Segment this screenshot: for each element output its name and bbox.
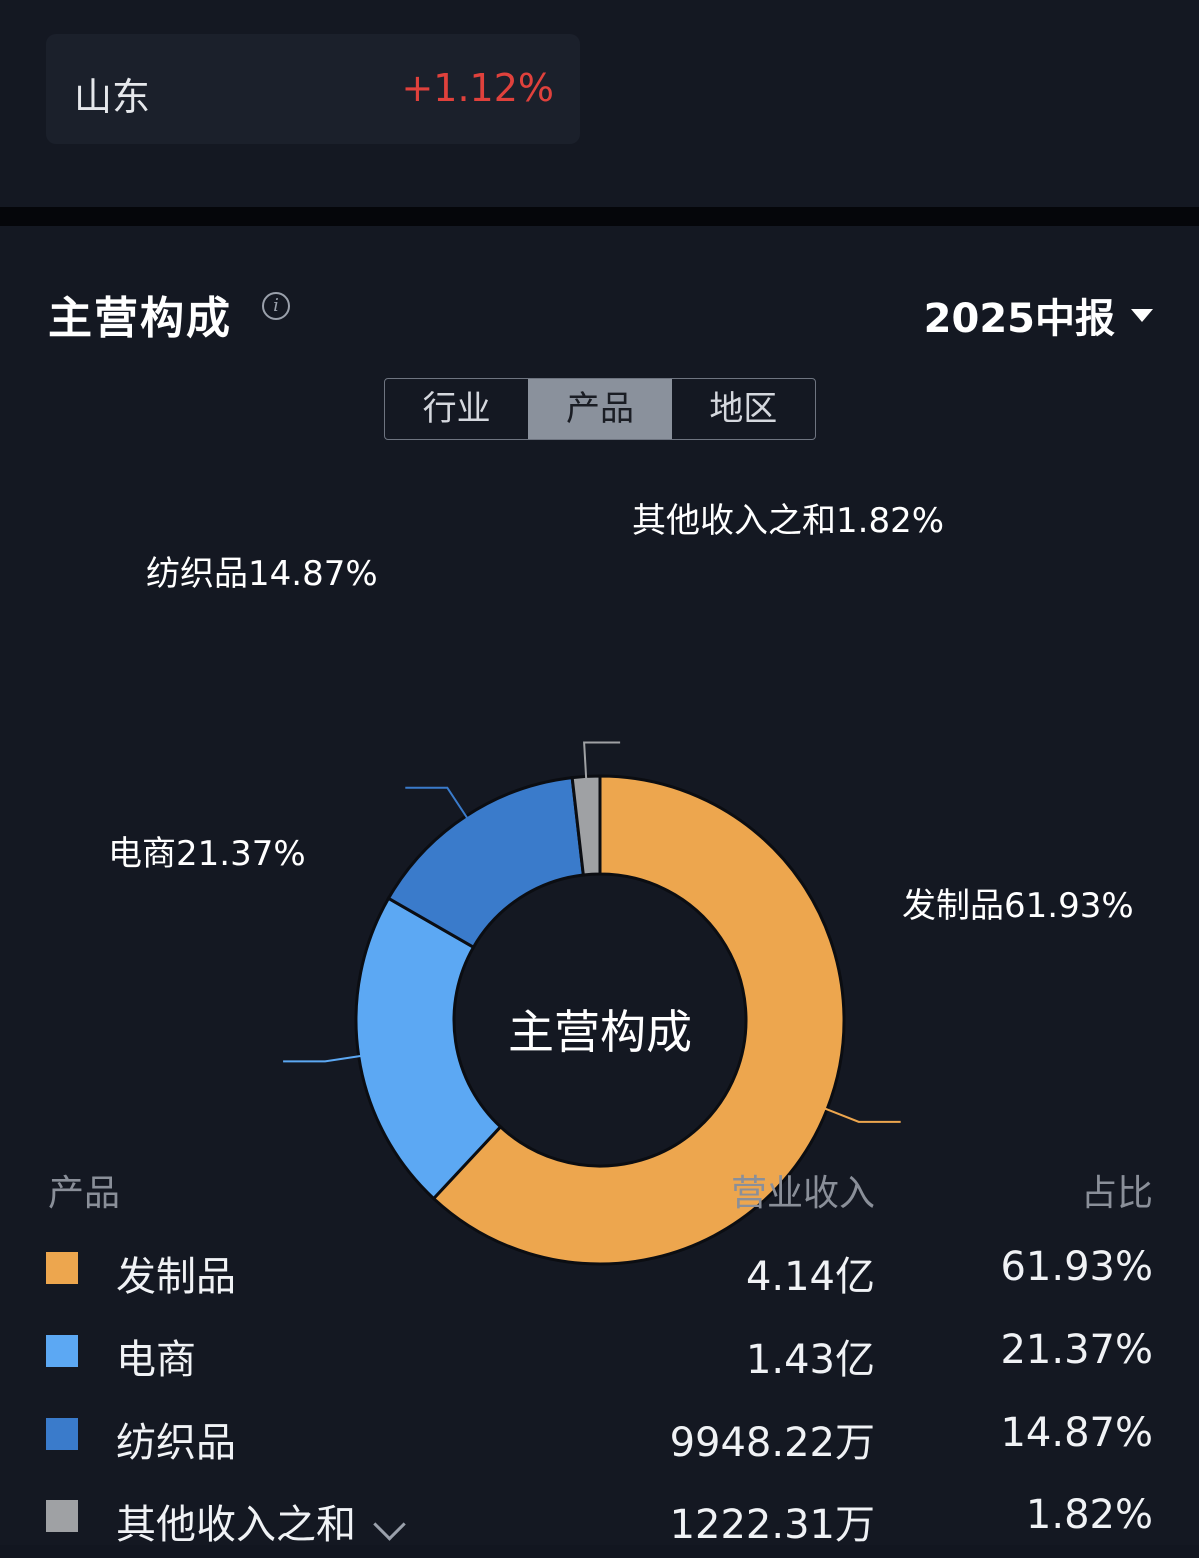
tab-industry[interactable]: 行业: [422, 389, 491, 429]
caret-down-icon: [1131, 308, 1153, 322]
donut-slice-other[interactable]: [570, 774, 602, 877]
legend-swatch: [46, 1418, 78, 1450]
legend-swatch: [46, 1335, 78, 1367]
tab-region[interactable]: 地区: [709, 389, 778, 429]
donut-chart-svg: [283, 741, 901, 1266]
slice-label-hair-products: 发制品61.93%: [902, 886, 1134, 926]
header-product: 产品: [48, 1173, 121, 1214]
row-share: 61.93%: [1000, 1244, 1153, 1290]
donut-chart: 主营构成 发制品61.93% 电商21.37% 纺织品14.87% 其他收入之和…: [0, 452, 1199, 1352]
row-name: 发制品: [116, 1254, 236, 1300]
main-business-section: 主营构成 i 2025中报 行业 产品 地区 主营构成 发制品61.93% 电商…: [0, 226, 1199, 1545]
leader-line: [821, 1106, 901, 1123]
row-name: 电商: [116, 1337, 196, 1383]
row-revenue: 9948.22万: [669, 1420, 875, 1466]
section-divider: [0, 207, 1199, 226]
row-share: 1.82%: [1025, 1492, 1153, 1538]
period-select[interactable]: 2025中报: [924, 286, 1153, 344]
info-icon[interactable]: i: [262, 292, 290, 320]
leader-line: [283, 1054, 365, 1063]
table-row[interactable]: 发制品 4.14亿 61.93%: [0, 1226, 1199, 1310]
region-card[interactable]: 山东 +1.12%: [46, 34, 580, 144]
row-share: 14.87%: [1000, 1410, 1153, 1456]
table-row[interactable]: 纺织品 9948.22万 14.87%: [0, 1392, 1199, 1476]
slice-label-textiles: 纺织品14.87%: [146, 554, 378, 594]
slice-label-ecommerce: 电商21.37%: [108, 834, 306, 874]
row-revenue: 1.43亿: [745, 1337, 875, 1383]
chevron-down-icon[interactable]: [373, 1507, 406, 1541]
chart-center-label: 主营构成: [508, 1005, 692, 1059]
donut-slice-hair-products[interactable]: [431, 774, 846, 1266]
header-revenue: 营业收入: [730, 1173, 875, 1214]
row-share: 21.37%: [1000, 1327, 1153, 1373]
table-row-expandable[interactable]: 其他收入之和 1222.31万 1.82%: [0, 1474, 1199, 1558]
donut-slice-ecommerce[interactable]: [354, 896, 503, 1201]
tab-product[interactable]: 产品: [528, 379, 672, 439]
segment-control: 行业 产品 地区: [384, 378, 816, 440]
leader-line: [583, 741, 621, 783]
top-section: 山东 +1.12%: [0, 0, 1199, 207]
table-row[interactable]: 电商 1.43亿 21.37%: [0, 1309, 1199, 1393]
row-revenue: 4.14亿: [745, 1254, 875, 1300]
slice-label-other: 其他收入之和1.82%: [632, 501, 945, 541]
legend-swatch: [46, 1252, 78, 1284]
header-share: 占比: [1080, 1173, 1153, 1214]
period-label: 2025中报: [923, 296, 1115, 342]
row-name: 纺织品: [116, 1420, 236, 1466]
legend-swatch: [46, 1500, 78, 1532]
row-name-wrap: 其他收入之和: [116, 1492, 406, 1550]
section-title: 主营构成: [48, 293, 232, 344]
region-change: +1.12%: [401, 66, 554, 110]
leader-line: [405, 786, 471, 822]
row-revenue: 1222.31万: [669, 1502, 875, 1548]
region-name: 山东: [74, 75, 151, 119]
row-name: 其他收入之和: [116, 1502, 356, 1548]
